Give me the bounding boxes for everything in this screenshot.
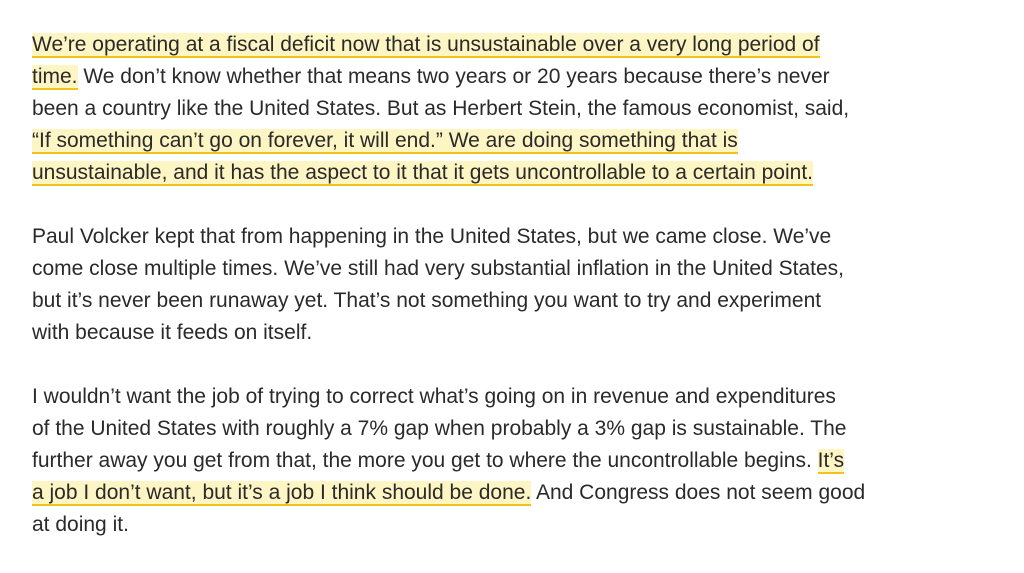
text: come close multiple times. We’ve still h…: [32, 257, 844, 280]
highlighted-text: a job I don’t want, but it’s a job I thi…: [32, 481, 532, 506]
paragraph: We’re operating at a fiscal deficit now …: [32, 29, 1012, 189]
highlighted-text: time.: [32, 65, 78, 90]
text: with because it feeds on itself.: [32, 321, 313, 344]
text-line: of the United States with roughly a 7% g…: [32, 413, 1012, 445]
text-line: a job I don’t want, but it’s a job I thi…: [32, 477, 1012, 509]
text-line: We’re operating at a fiscal deficit now …: [32, 29, 1012, 61]
text-line: been a country like the United States. B…: [32, 93, 1012, 125]
highlighted-text: We’re operating at a fiscal deficit now …: [32, 33, 820, 58]
text-line: with because it feeds on itself.: [32, 317, 1012, 349]
text-line: come close multiple times. We’ve still h…: [32, 253, 1012, 285]
text-line: further away you get from that, the more…: [32, 445, 1012, 477]
text: We don’t know whether that means two yea…: [77, 65, 830, 88]
text: at doing it.: [32, 513, 129, 536]
text: of the United States with roughly a 7% g…: [32, 417, 847, 440]
highlighted-text: unsustainable, and it has the aspect to …: [32, 161, 813, 186]
text-line: “If something can’t go on forever, it wi…: [32, 125, 1012, 157]
page: We’re operating at a fiscal deficit now …: [32, 33, 866, 536]
text-line: time. We don’t know whether that means t…: [32, 61, 1012, 93]
text: further away you get from that, the more…: [32, 449, 818, 472]
highlighted-text: “If something can’t go on forever, it wi…: [32, 129, 738, 154]
text-line: at doing it.: [32, 509, 1012, 541]
text: but it’s never been runaway yet. That’s …: [32, 289, 822, 312]
highlighted-text: It’s: [817, 449, 845, 474]
text: Paul Volcker kept that from happening in…: [32, 225, 832, 248]
paragraph: I wouldn’t want the job of trying to cor…: [32, 381, 1012, 541]
text-line: Paul Volcker kept that from happening in…: [32, 221, 1012, 253]
text-line: I wouldn’t want the job of trying to cor…: [32, 381, 1012, 413]
text-line: unsustainable, and it has the aspect to …: [32, 157, 1012, 189]
article: We’re operating at a fiscal deficit now …: [32, 29, 1012, 573]
text: I wouldn’t want the job of trying to cor…: [32, 385, 836, 408]
text: And Congress does not seem good: [531, 481, 866, 504]
text-line: but it’s never been runaway yet. That’s …: [32, 285, 1012, 317]
text: been a country like the United States. B…: [32, 97, 850, 120]
paragraph: Paul Volcker kept that from happening in…: [32, 221, 1012, 349]
